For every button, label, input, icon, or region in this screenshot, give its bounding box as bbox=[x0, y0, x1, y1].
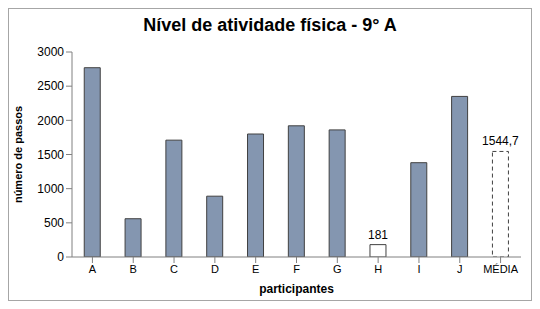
svg-text:2500: 2500 bbox=[37, 79, 64, 93]
svg-text:3000: 3000 bbox=[37, 45, 64, 59]
svg-text:1500: 1500 bbox=[37, 148, 64, 162]
svg-text:I: I bbox=[417, 263, 420, 275]
svg-text:C: C bbox=[170, 263, 178, 275]
svg-text:J: J bbox=[457, 263, 463, 275]
svg-text:181: 181 bbox=[368, 228, 388, 242]
svg-text:D: D bbox=[211, 263, 219, 275]
svg-text:E: E bbox=[252, 263, 259, 275]
svg-text:MÉDIA: MÉDIA bbox=[483, 263, 519, 275]
svg-text:A: A bbox=[89, 263, 97, 275]
html-text:Nível de atividade física - 9°: Nível de atividade física - 9° A bbox=[143, 15, 397, 35]
svg-text:500: 500 bbox=[44, 216, 64, 230]
svg-text:número de passos: número de passos bbox=[12, 106, 24, 203]
svg-text:participantes: participantes bbox=[259, 282, 334, 296]
svg-text:B: B bbox=[130, 263, 137, 275]
svg-text:1544,7: 1544,7 bbox=[482, 134, 519, 148]
svg-text:G: G bbox=[333, 263, 342, 275]
svg-text:H: H bbox=[374, 263, 382, 275]
svg-text:F: F bbox=[293, 263, 300, 275]
svg-text:2000: 2000 bbox=[37, 114, 64, 128]
svg-text:1000: 1000 bbox=[37, 182, 64, 196]
svg-text:0: 0 bbox=[57, 250, 64, 264]
